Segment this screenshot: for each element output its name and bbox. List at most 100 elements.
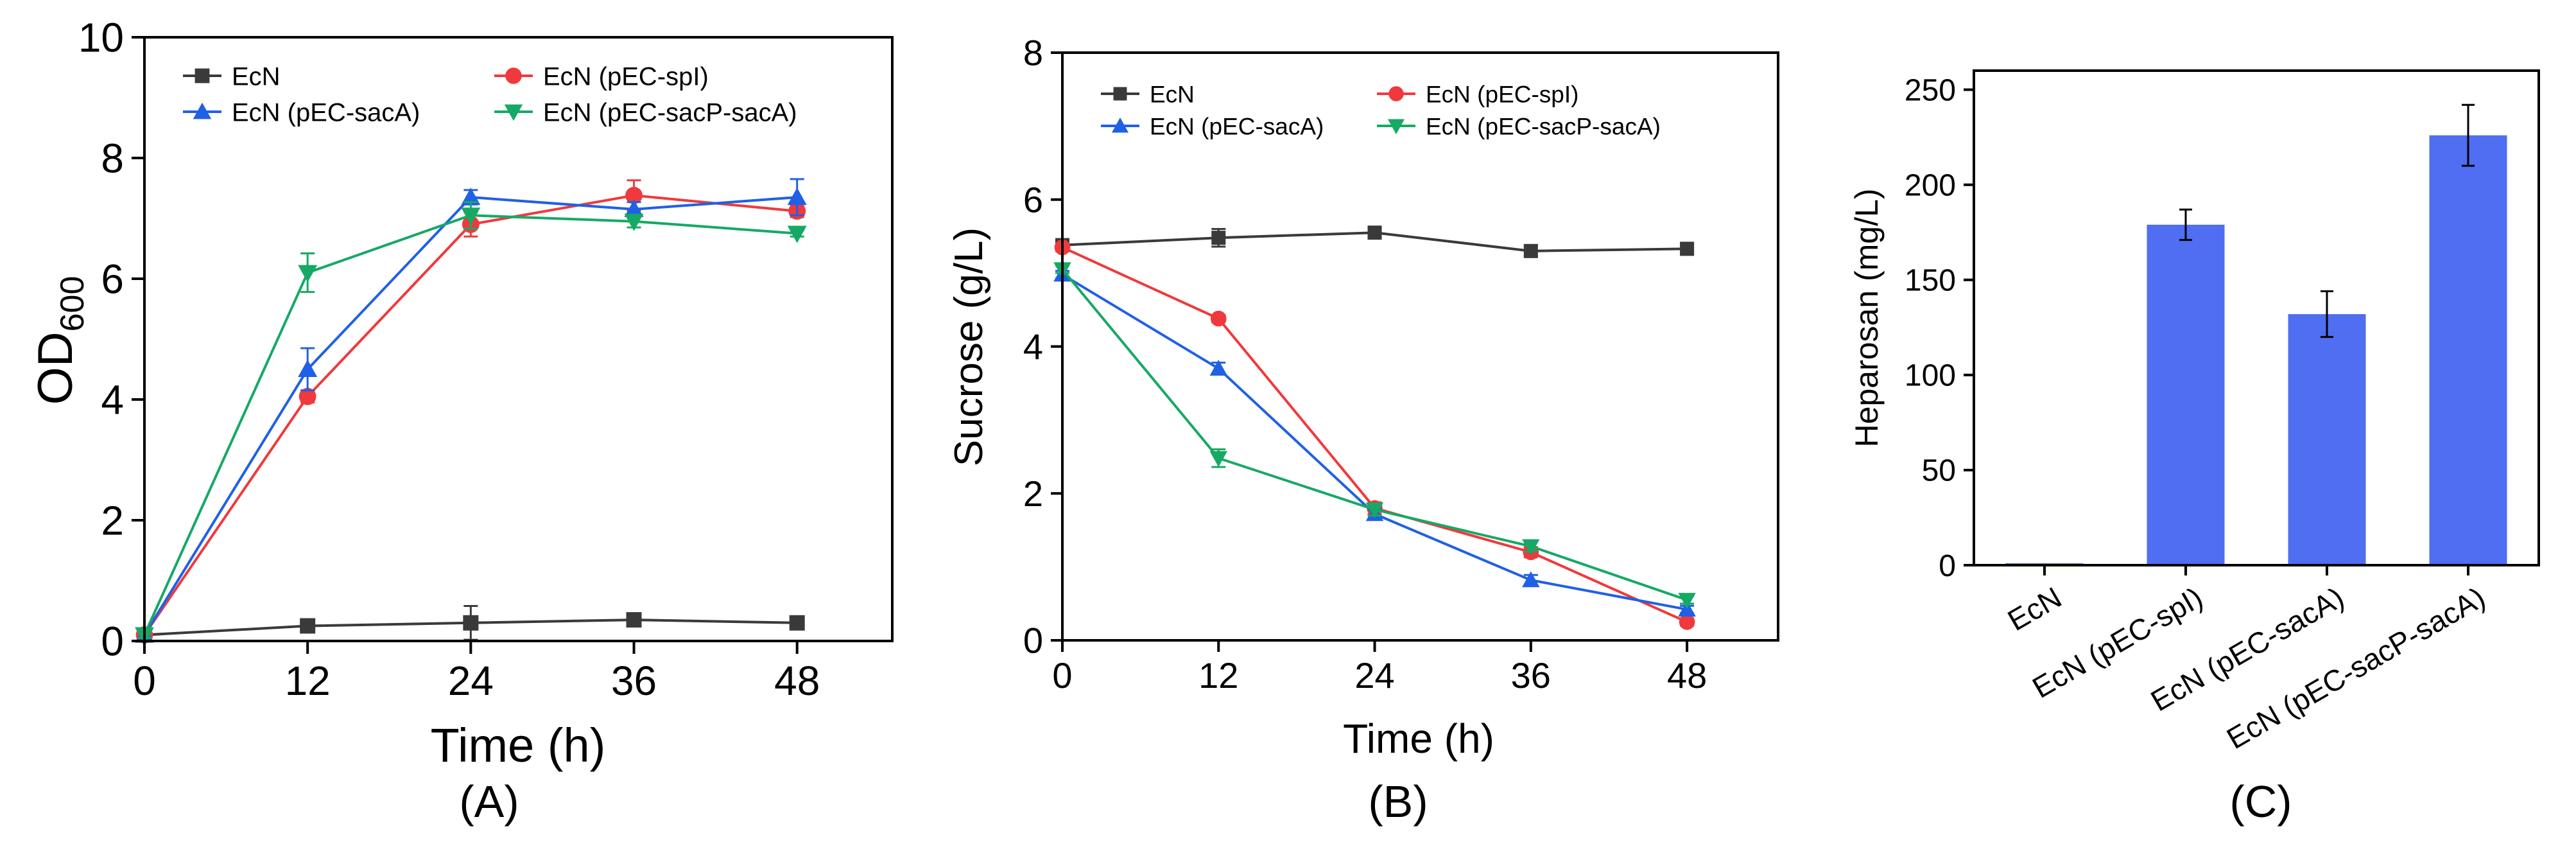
data-point [463, 615, 479, 631]
y-tick-label: 0 [1939, 549, 1956, 583]
data-point [1211, 231, 1226, 245]
panel-c-y-axis: 0 50 100 150 200 250 [1905, 73, 1974, 583]
data-point [1367, 225, 1382, 240]
panel-a-x-axis: 0 12 24 36 48 [133, 641, 820, 704]
data-point [1522, 539, 1540, 556]
legend-item: EcN (pEC-sacA) [183, 98, 420, 127]
data-point [1679, 614, 1695, 630]
panel-c-y-axis-label: Heparosan (mg/L) [1849, 189, 1885, 448]
data-point [624, 213, 644, 231]
data-point [1209, 360, 1228, 376]
legend-marker [1111, 117, 1129, 133]
panel-b-label: (B) [1368, 776, 1428, 827]
data-point [1522, 571, 1540, 588]
error-bar [2179, 208, 2192, 241]
panel-c-plot-frame [1973, 69, 2540, 566]
legend-marker [194, 68, 210, 83]
y-tick-label: 200 [1905, 168, 1956, 202]
legend-marker [1387, 119, 1405, 135]
y-tick-label: 150 [1905, 264, 1956, 298]
panel-b-x-axis-label: Time (h) [1343, 715, 1494, 762]
legend-item: EcN (pEC-spI) [1377, 81, 1578, 107]
legend-marker [1113, 87, 1127, 101]
y-tick-label: 2 [101, 497, 124, 543]
x-tick-label: 24 [1354, 655, 1394, 696]
bar [2429, 135, 2507, 565]
y-tick-label: 6 [101, 256, 124, 302]
bar [2147, 224, 2225, 565]
data-point [624, 199, 644, 217]
y-tick-label: 6 [1023, 179, 1043, 220]
panel-b-y-axis-label: Sucrose (g/L) [947, 227, 991, 466]
legend-label: EcN [232, 62, 281, 91]
y-tick-label: 0 [101, 618, 124, 664]
panel-b-marks [1053, 225, 1696, 630]
panel-a-plot-frame [143, 36, 894, 642]
y-tick-label: 4 [101, 376, 124, 423]
panel-a-legend: EcN EcN (pEC-spI) EcN (pEC-sacA) EcN (pEC-s… [183, 62, 797, 127]
y-tick-label: 0 [1023, 620, 1043, 661]
y-tick-label: 4 [1023, 326, 1043, 367]
error-bar [2462, 103, 2475, 167]
data-point [298, 387, 316, 405]
y-tick-label: 100 [1905, 359, 1956, 393]
data-point [1365, 502, 1384, 519]
x-tick-label: 24 [448, 658, 494, 704]
panel-a-x-axis-label: Time (h) [431, 719, 606, 772]
series-0 [137, 604, 805, 643]
legend-marker [504, 104, 523, 121]
x-tick-label: 12 [285, 658, 331, 704]
panel-b-legend: EcN EcN (pEC-spI) EcN (pEC-sacA) EcN (pEC-s… [1101, 81, 1661, 139]
data-point [298, 265, 318, 283]
data-point [625, 186, 643, 204]
x-tick-label: 0 [133, 658, 156, 704]
y-tick-label: 2 [1023, 473, 1043, 514]
legend-marker [193, 102, 212, 119]
data-point [626, 612, 642, 628]
y-tick-label: 50 [1922, 454, 1956, 488]
panel-b-x-axis: 0 12 24 36 48 [1052, 640, 1707, 696]
legend-label: EcN (pEC-spI) [543, 62, 709, 91]
x-tick-label: 36 [611, 658, 657, 704]
panel-c-label: (C) [2229, 776, 2292, 827]
data-point [298, 360, 318, 377]
panel-b-y-axis: 0 2 4 6 8 [1023, 33, 1062, 661]
x-tick-label: 0 [1052, 655, 1072, 696]
data-point [1209, 451, 1228, 468]
data-point [1678, 593, 1696, 609]
y-tick-label: 10 [78, 14, 124, 60]
x-tick-label: 48 [1667, 655, 1707, 696]
legend-label: EcN [1150, 81, 1195, 107]
legend-item: EcN (pEC-sacP-sacA) [494, 98, 797, 127]
legend-item: EcN (pEC-sacP-sacA) [1377, 113, 1661, 139]
legend-label: EcN (pEC-sacP-sacA) [543, 98, 797, 127]
x-tick-label: 12 [1198, 655, 1238, 696]
x-tick-label: 48 [774, 658, 820, 704]
data-point [1680, 241, 1695, 256]
panel-a-y-axis: 0 2 4 6 8 10 [78, 14, 144, 664]
y-tick-label: 250 [1905, 73, 1956, 107]
legend-item: EcN (pEC-spI) [494, 62, 709, 91]
data-point [787, 225, 807, 243]
legend-marker [1388, 86, 1404, 101]
y-tick-label: 8 [101, 135, 124, 181]
x-tick-label: 36 [1511, 655, 1551, 696]
legend-label: EcN (pEC-sacA) [232, 98, 420, 127]
legend-label: EcN (pEC-sacP-sacA) [1426, 113, 1661, 139]
legend-item: EcN (pEC-sacA) [1101, 113, 1324, 139]
panel-c-marks [2005, 103, 2507, 565]
data-point [787, 188, 807, 206]
data-point [1210, 310, 1227, 327]
data-point [461, 207, 481, 225]
data-point [300, 618, 316, 634]
legend-item: EcN [1101, 81, 1195, 107]
legend-label: EcN (pEC-sacA) [1150, 113, 1324, 139]
legend-label: EcN (pEC-spI) [1426, 81, 1578, 107]
error-bar [2321, 290, 2333, 338]
y-tick-label: 8 [1023, 33, 1043, 73]
data-point [1523, 243, 1538, 258]
legend-marker [505, 67, 522, 84]
